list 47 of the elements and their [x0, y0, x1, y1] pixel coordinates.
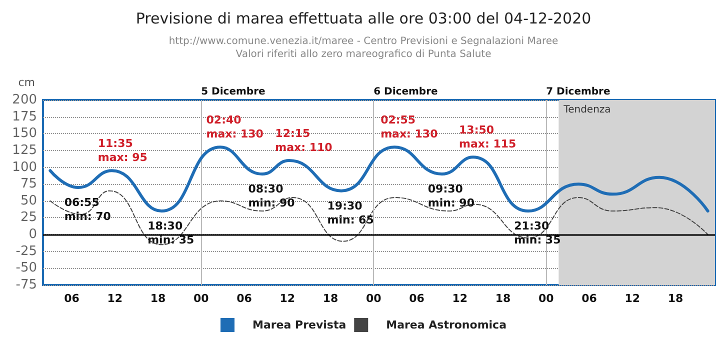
band-label: Tendenza — [562, 104, 611, 116]
y-tick-label: 150 — [12, 126, 37, 142]
x-tick-label: 06 — [64, 292, 80, 305]
x-tick-label: 06 — [582, 292, 598, 305]
annotation: 02:40 max: 130 — [206, 114, 264, 141]
y-tick-label: 50 — [20, 193, 37, 208]
x-tick-label: 12 — [280, 292, 296, 305]
chart-title: Previsione di marea effettuata alle ore 03:00 del 04-12-2020 — [136, 10, 592, 28]
annotation: 08:30 min: 90 — [248, 182, 296, 210]
y-tick-label: 200 — [12, 92, 37, 108]
y-tick-label: 100 — [12, 160, 37, 175]
annotation: 06:55 min: 70 — [64, 196, 112, 223]
y-tick-label: 125 — [12, 142, 37, 158]
annotation: 18:30 min: 35 — [148, 220, 194, 246]
y-axis-title: cm — [18, 76, 35, 89]
y-tick-label: -75 — [16, 278, 37, 292]
y-tick-label: 0 — [28, 227, 37, 242]
y-tick-label: -50 — [16, 260, 37, 276]
annotation: 11:35 max: 95 — [98, 137, 148, 164]
x-tick-label: 18 — [322, 292, 338, 305]
annotation: 09:30 min: 90 — [428, 182, 475, 210]
y-tick-label: 175 — [12, 109, 37, 124]
x-tick-label: 18 — [150, 292, 166, 305]
annotation: 21:30 min: 35 — [514, 220, 561, 246]
y-tick-label: -25 — [16, 244, 37, 259]
chart-subtitle: http://www.comune.venezia.it/maree - Centro Previsioni e Segnalazioni Maree Valori riferiti allo zero mareografico di Punta Salute — [168, 36, 558, 60]
x-tick-label: 00 — [538, 292, 554, 305]
ref-line-label: 6 Dicembre — [374, 86, 438, 98]
y-tick-label: 75 — [20, 176, 37, 192]
x-tick-label: 12 — [452, 292, 468, 305]
annotation: 12:15 max: 110 — [275, 127, 333, 154]
legend-label: Marea Prevista — [252, 318, 346, 332]
x-tick-label: 06 — [236, 292, 252, 305]
x-tick-label: 18 — [495, 292, 511, 305]
annotation: 19:30 min: 65 — [327, 199, 374, 226]
legend-label: Marea Astronomica — [386, 318, 506, 332]
x-tick-label: 06 — [409, 292, 425, 305]
annotation: 13:50 max: 115 — [459, 124, 516, 151]
x-tick-label: 00 — [193, 292, 210, 305]
ref-line-label: 5 Dicembre — [201, 86, 266, 98]
x-tick-label: 12 — [624, 292, 640, 305]
x-tick-label: 00 — [366, 292, 382, 305]
x-tick-label: 12 — [107, 292, 123, 305]
annotation: 02:55 max: 130 — [380, 114, 438, 141]
y-tick-label: 25 — [20, 210, 37, 226]
ref-line-label: 7 Dicembre — [546, 86, 610, 98]
x-tick-label: 18 — [668, 292, 684, 305]
